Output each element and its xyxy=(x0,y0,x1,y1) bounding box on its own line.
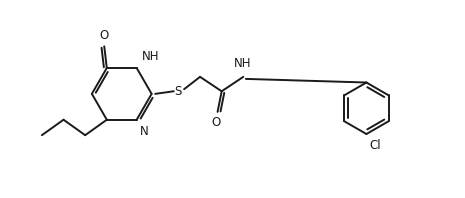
Text: O: O xyxy=(211,116,220,129)
Text: Cl: Cl xyxy=(369,139,381,152)
Text: NH: NH xyxy=(142,50,159,63)
Text: N: N xyxy=(140,125,149,138)
Text: S: S xyxy=(175,85,182,98)
Text: NH: NH xyxy=(233,57,251,70)
Text: O: O xyxy=(100,29,109,42)
